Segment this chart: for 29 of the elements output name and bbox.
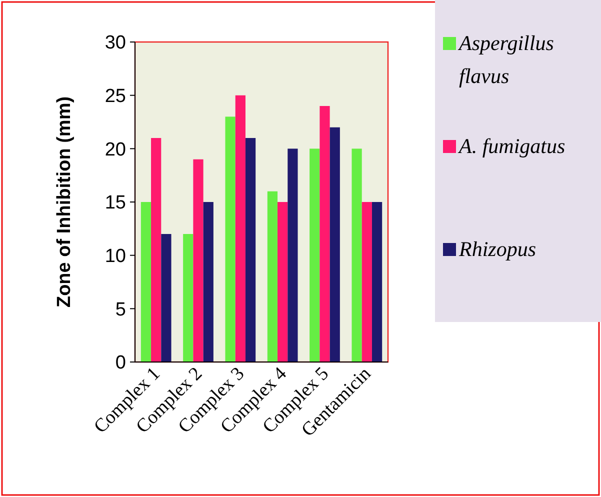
bar	[362, 202, 372, 362]
bar	[245, 138, 256, 362]
bar	[183, 234, 194, 362]
bar	[330, 127, 340, 362]
y-tick-label: 5	[115, 299, 126, 320]
bar	[203, 202, 214, 362]
bar	[267, 191, 278, 362]
legend-label: A. fumigatus	[457, 134, 566, 158]
y-tick-label: 30	[104, 32, 126, 54]
bar	[310, 148, 320, 362]
bar	[193, 159, 204, 362]
legend-label: Rhizopus	[458, 237, 536, 261]
bar	[235, 95, 246, 362]
y-tick-label: 20	[104, 139, 126, 160]
bar	[352, 148, 362, 362]
bar	[372, 202, 382, 362]
bar	[278, 202, 288, 362]
y-tick-label: 0	[115, 352, 126, 374]
legend-label: Aspergillus flavus	[457, 31, 554, 88]
bar	[161, 234, 172, 362]
bar	[225, 116, 236, 362]
bar	[140, 202, 152, 362]
bar	[320, 106, 330, 362]
y-tick-label: 10	[104, 246, 126, 267]
y-tick-label: 25	[104, 86, 126, 107]
bar	[288, 148, 298, 362]
bar	[151, 138, 162, 362]
y-axis-title: Zone of Inhibition (mm)	[54, 96, 75, 308]
y-tick-label: 15	[104, 192, 126, 214]
